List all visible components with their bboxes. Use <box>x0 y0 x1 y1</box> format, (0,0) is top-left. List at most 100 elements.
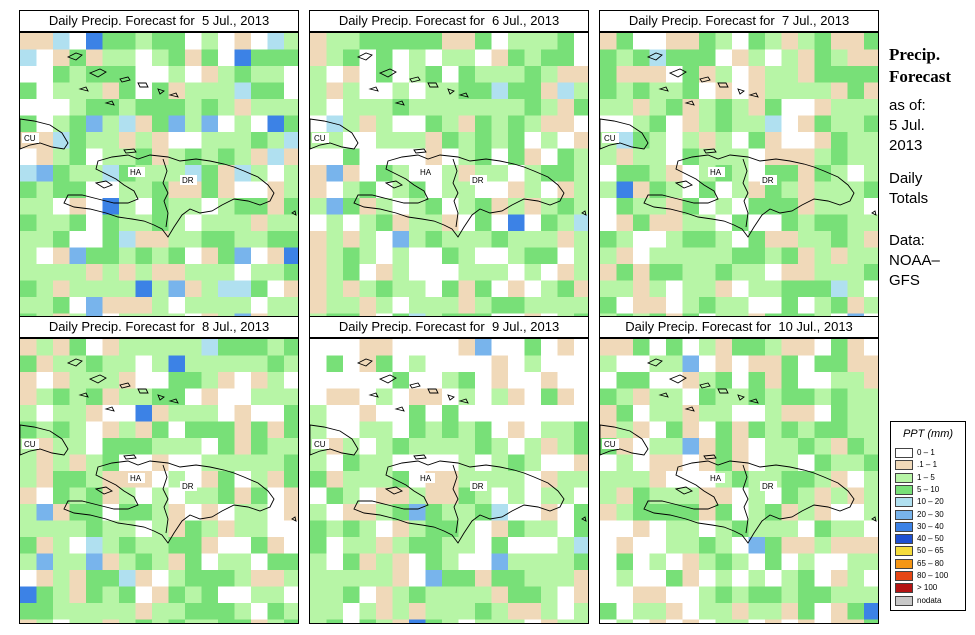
precip-cell <box>392 421 410 439</box>
tortuga-island-outline <box>123 454 137 460</box>
precip-cell <box>765 339 782 356</box>
legend-item: 30 – 40 <box>895 521 965 534</box>
precip-cell <box>458 438 476 455</box>
precip-cell <box>284 82 298 100</box>
precip-cell <box>475 313 492 317</box>
gonave-island-outline <box>384 486 403 495</box>
precip-cell <box>491 214 509 232</box>
precip-cell <box>798 148 815 166</box>
precip-cell <box>442 553 459 571</box>
precip-cell <box>765 454 782 472</box>
precip-cell <box>699 33 716 50</box>
precip-cell <box>152 99 169 116</box>
precip-cell <box>781 405 799 422</box>
precip-cell <box>359 280 377 298</box>
precip-cell <box>392 214 410 232</box>
precip-cell <box>557 570 575 587</box>
precip-cell <box>218 33 235 50</box>
precip-cell <box>168 438 186 455</box>
precip-map: CU HA DR <box>19 32 299 318</box>
precip-cell <box>748 115 766 133</box>
map-label-dr: DR <box>472 176 484 185</box>
precip-cell <box>541 471 558 488</box>
precip-cell <box>251 148 268 166</box>
precip-cell <box>119 132 136 149</box>
precip-cell <box>524 355 542 373</box>
precip-cell <box>376 313 393 317</box>
precip-cell <box>491 132 509 149</box>
precip-cell <box>310 115 327 133</box>
legend-item: 40 – 50 <box>895 534 965 546</box>
precip-cell <box>234 355 252 373</box>
precip-cell <box>524 553 542 571</box>
precip-cell <box>376 405 393 422</box>
precip-cell <box>557 181 575 199</box>
precip-cell <box>574 471 588 488</box>
precip-cell <box>864 339 878 356</box>
precip-cell <box>557 49 575 67</box>
precip-cell <box>392 553 410 571</box>
precip-cell <box>798 603 815 620</box>
precip-cell <box>86 405 103 422</box>
precip-cell <box>831 181 848 199</box>
precip-cell <box>425 82 443 100</box>
precip-cell <box>185 49 202 67</box>
precip-cell <box>376 570 393 587</box>
precip-cell <box>781 82 799 100</box>
precip-cell <box>218 619 235 623</box>
precip-cell <box>508 372 525 389</box>
precip-cell <box>152 247 169 265</box>
precip-cell <box>524 297 542 314</box>
panel-title: Daily Precip. Forecast for 6 Jul., 2013 <box>309 10 589 32</box>
precip-cell <box>524 372 542 389</box>
precip-cell <box>201 148 219 166</box>
precip-cell <box>682 33 700 50</box>
precip-cell <box>343 49 360 67</box>
precip-cell <box>864 603 878 620</box>
precip-cell <box>616 66 634 83</box>
precip-cell <box>574 115 588 133</box>
precip-cell <box>831 33 848 50</box>
precip-cell <box>557 438 575 455</box>
precip-cell <box>69 280 87 298</box>
precip-cell <box>409 313 426 317</box>
precip-cell <box>600 165 617 182</box>
gonave-island-outline <box>94 486 113 495</box>
precip-cell <box>310 49 327 67</box>
precip-cell <box>409 82 426 100</box>
precip-cell <box>847 297 865 314</box>
precip-cell <box>343 247 360 265</box>
precip-cell <box>36 181 54 199</box>
precip-cell <box>359 247 377 265</box>
precip-cell <box>831 132 848 149</box>
precip-cell <box>781 313 799 317</box>
precip-cell <box>442 297 459 314</box>
precip-cell <box>748 586 766 604</box>
precip-cell <box>251 454 268 472</box>
precip-cell <box>649 454 667 472</box>
precip-cell <box>458 115 476 133</box>
precip-cell <box>359 181 377 199</box>
precip-cell <box>616 132 634 149</box>
precip-cell <box>152 66 169 83</box>
precip-cell <box>699 99 716 116</box>
precip-cell <box>425 214 443 232</box>
precip-cell <box>267 280 285 298</box>
precip-cell <box>491 49 509 67</box>
precip-cell <box>392 181 410 199</box>
small-island-outline <box>409 76 421 83</box>
precip-cell <box>234 372 252 389</box>
precip-cell <box>732 313 749 317</box>
precip-cell <box>699 355 716 373</box>
precip-cell <box>748 372 766 389</box>
precip-cell <box>86 247 103 265</box>
precip-cell <box>633 619 650 623</box>
precip-cell <box>119 214 136 232</box>
precip-cell <box>541 148 558 166</box>
precip-cell <box>392 264 410 281</box>
precip-cell <box>376 231 393 248</box>
precip-cell <box>682 198 700 215</box>
precip-cell <box>442 247 459 265</box>
precip-cell <box>409 405 426 422</box>
precip-cell <box>152 504 169 521</box>
